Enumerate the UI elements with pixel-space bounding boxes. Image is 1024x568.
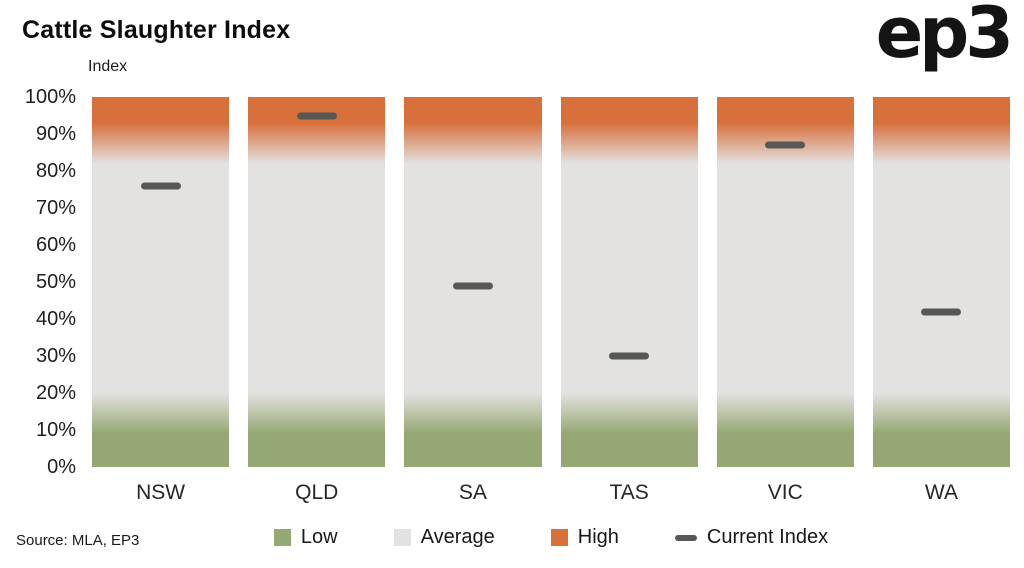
y-tick-label: 80% bbox=[35, 160, 76, 182]
y-tick-label: 50% bbox=[35, 271, 76, 293]
bar-column-qld: QLD bbox=[248, 97, 386, 529]
legend-item-current-index: Current Index bbox=[674, 526, 829, 549]
x-axis-label-vic: VIC bbox=[767, 481, 803, 504]
current-index-marker-sa bbox=[452, 282, 493, 290]
current-index-marker-qld bbox=[296, 112, 337, 119]
source-note: Source: MLA, EP3 bbox=[16, 532, 140, 549]
y-tick-label: 90% bbox=[35, 123, 76, 145]
bar-column-tas: TAS bbox=[560, 97, 698, 529]
x-axis-label-qld: QLD bbox=[295, 481, 339, 504]
stacked-bar-tas bbox=[560, 97, 698, 467]
x-axis-label-tas: TAS bbox=[609, 481, 649, 504]
legend-label-high: High bbox=[577, 526, 619, 548]
chart-title: Cattle Slaughter Index bbox=[22, 16, 291, 44]
y-tick-label: 30% bbox=[35, 345, 76, 367]
x-axis-label-wa: WA bbox=[924, 481, 958, 504]
legend-item-average: Average bbox=[393, 526, 495, 549]
y-tick-label: 40% bbox=[35, 308, 76, 330]
stacked-bar-nsw bbox=[92, 97, 230, 467]
y-tick-label: 100% bbox=[24, 86, 76, 108]
stacked-bar-wa bbox=[872, 97, 1011, 467]
legend-label-average: Average bbox=[420, 526, 495, 548]
y-tick-label: 60% bbox=[35, 234, 76, 256]
current-index-marker-vic bbox=[765, 141, 806, 149]
legend-swatch-current-index-dash-icon bbox=[674, 534, 697, 541]
legend-label-low: Low bbox=[300, 526, 338, 548]
plot-area: NSW QLD SA TAS VIC WA bbox=[92, 97, 1011, 529]
legend-swatch-low-square-icon bbox=[273, 529, 291, 546]
bar-column-vic: VIC bbox=[716, 97, 854, 529]
stacked-bar-sa bbox=[404, 97, 542, 467]
legend-item-high: High bbox=[550, 526, 619, 549]
y-tick-label: 10% bbox=[35, 419, 76, 441]
stacked-bar-vic bbox=[716, 97, 854, 467]
legend: Low Average High Current Index bbox=[92, 526, 1010, 549]
legend-item-low: Low bbox=[273, 526, 338, 549]
y-tick-label: 20% bbox=[35, 382, 76, 404]
stacked-bar-qld bbox=[248, 97, 386, 467]
x-axis-label-sa: SA bbox=[458, 481, 487, 504]
current-index-marker-nsw bbox=[140, 182, 181, 190]
current-index-marker-wa bbox=[921, 308, 962, 316]
legend-swatch-average-square-icon bbox=[393, 529, 411, 546]
bar-column-sa: SA bbox=[404, 97, 542, 529]
y-axis-ticks: 100% 90% 80% 70% 60% 50% 40% 30% 20% 10% 0% bbox=[0, 86, 82, 478]
x-axis-label-nsw: NSW bbox=[136, 481, 186, 504]
bar-column-wa: WA bbox=[872, 97, 1011, 529]
legend-label-current-index: Current Index bbox=[706, 526, 829, 548]
y-tick-label: 70% bbox=[35, 197, 76, 219]
bar-column-nsw: NSW bbox=[92, 97, 230, 529]
ep3-logo: ep3 bbox=[875, 0, 1014, 74]
legend-swatch-high-square-icon bbox=[550, 529, 568, 546]
y-tick-label: 0% bbox=[47, 456, 76, 478]
y-axis-title: Index bbox=[88, 58, 128, 75]
current-index-marker-tas bbox=[609, 352, 650, 360]
